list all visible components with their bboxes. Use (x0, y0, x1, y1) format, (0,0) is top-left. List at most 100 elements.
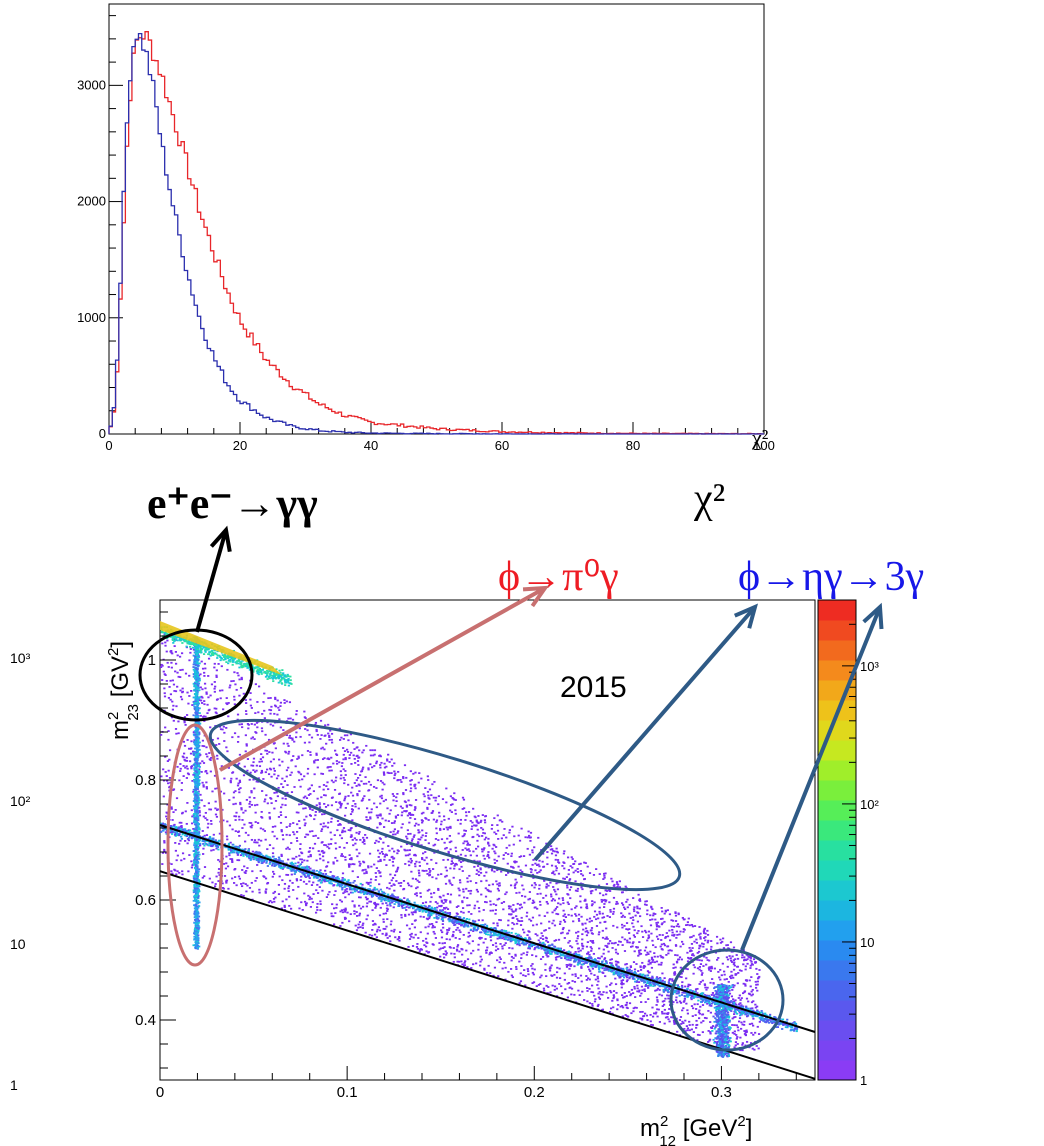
heatmap-cell (531, 971, 534, 974)
heatmap-cell (632, 1007, 635, 1010)
heatmap-cell (710, 994, 713, 996)
heatmap-cell (553, 899, 556, 902)
heatmap-cell (726, 944, 729, 946)
heatmap-cell (280, 806, 283, 809)
heatmap-cell (385, 765, 388, 768)
heatmap-cell (382, 918, 385, 921)
dalitz-heatmap: 0 0.1 0.2 0.30.40.60.81 2015 (135, 599, 816, 1101)
heatmap-cell (562, 877, 565, 880)
heatmap-cell (615, 900, 618, 903)
heatmap-cell (616, 1008, 619, 1011)
heatmap-cell (655, 923, 658, 926)
heatmap-cell (512, 866, 515, 869)
heatmap-cell (254, 770, 257, 773)
heatmap-cell (242, 882, 245, 885)
heatmap-cell (438, 905, 441, 907)
heatmap-cell (466, 849, 469, 851)
heatmap-cell (390, 929, 393, 932)
heatmap-cell (616, 970, 619, 972)
heatmap-cell (326, 826, 330, 829)
heatmap-cell (304, 807, 307, 810)
heatmap-cell (505, 836, 508, 839)
heatmap-cell (332, 861, 335, 864)
heatmap-cell (338, 761, 341, 764)
heatmap-cell (366, 902, 369, 905)
heatmap-cell (477, 943, 480, 946)
heatmap-cell (411, 945, 415, 947)
heatmap-cell (287, 717, 290, 720)
heatmap-cell (410, 885, 413, 888)
heatmap-cell (330, 779, 333, 782)
heatmap-cell (174, 842, 177, 844)
heatmap-cell (263, 709, 266, 712)
heatmap-cell (183, 719, 186, 722)
heatmap-cell (641, 975, 644, 978)
heatmap-cell (223, 843, 227, 845)
heatmap-cell (514, 954, 517, 957)
heatmap-cell (628, 903, 631, 906)
heatmap-cell (204, 811, 207, 814)
heatmap-cell (363, 840, 366, 843)
heatmap-cell (460, 960, 463, 963)
heatmap-cell (744, 983, 747, 986)
heatmap-cell (294, 765, 297, 768)
heatmap-cell (701, 1031, 704, 1034)
heatmap-cell (704, 936, 707, 938)
heatmap-cell (706, 959, 709, 961)
heatmap-cell (335, 760, 338, 762)
heatmap-cell (555, 893, 558, 896)
heatmap-cell (708, 1038, 712, 1041)
heatmap-cell (208, 752, 211, 754)
heatmap-cell (733, 1030, 736, 1033)
heatmap-cell (442, 947, 445, 949)
heatmap-cell (756, 983, 759, 986)
heatmap-cell (586, 990, 589, 992)
heatmap-cell (511, 917, 514, 920)
heatmap-cell (427, 819, 430, 821)
heatmap-cell (504, 852, 507, 854)
heatmap-cell (329, 843, 333, 845)
heatmap-cell (203, 866, 207, 868)
heatmap-cell (216, 757, 219, 760)
heatmap-cell (416, 879, 419, 882)
heatmap-cell (749, 957, 753, 959)
heatmap-cell (160, 663, 163, 666)
heatmap-cell (537, 863, 540, 866)
heatmap-cell (322, 859, 325, 862)
heatmap-cell (517, 834, 520, 837)
heatmap-cell (749, 985, 752, 988)
heatmap-cell (579, 900, 582, 903)
heatmap-cell (227, 767, 230, 769)
heatmap-cell (190, 866, 194, 869)
heatmap-cell (414, 787, 417, 790)
heatmap-cell (575, 905, 578, 908)
heatmap-cell (309, 751, 312, 754)
heatmap-cell (280, 829, 283, 831)
heatmap-cell (232, 791, 236, 794)
heatmap-cell (558, 977, 562, 980)
heatmap-cell (340, 900, 343, 903)
heatmap-cell (434, 838, 438, 840)
heatmap-cell (537, 836, 540, 839)
heatmap-cell (544, 894, 548, 897)
heatmap-cell (379, 795, 382, 798)
heatmap-cell (372, 923, 375, 926)
heatmap-cell (329, 871, 332, 873)
heatmap-cell (186, 802, 189, 804)
heatmap-cell (396, 852, 399, 855)
heatmap-cell (482, 832, 485, 834)
heatmap-cell (650, 966, 654, 969)
heatmap-cell (516, 902, 519, 905)
heatmap-cell (161, 852, 165, 854)
heatmap-cell (258, 888, 261, 891)
heatmap-cell (730, 961, 734, 963)
heatmap-cell (369, 817, 372, 820)
heatmap-cell (452, 876, 455, 879)
heatmap-cell (619, 1005, 622, 1008)
heatmap-cell (661, 956, 665, 959)
heatmap-cell (351, 900, 354, 903)
heatmap-cell (183, 857, 186, 860)
heatmap-cell (602, 991, 605, 993)
heatmap-cell (226, 865, 230, 868)
heatmap-cell (283, 699, 286, 701)
